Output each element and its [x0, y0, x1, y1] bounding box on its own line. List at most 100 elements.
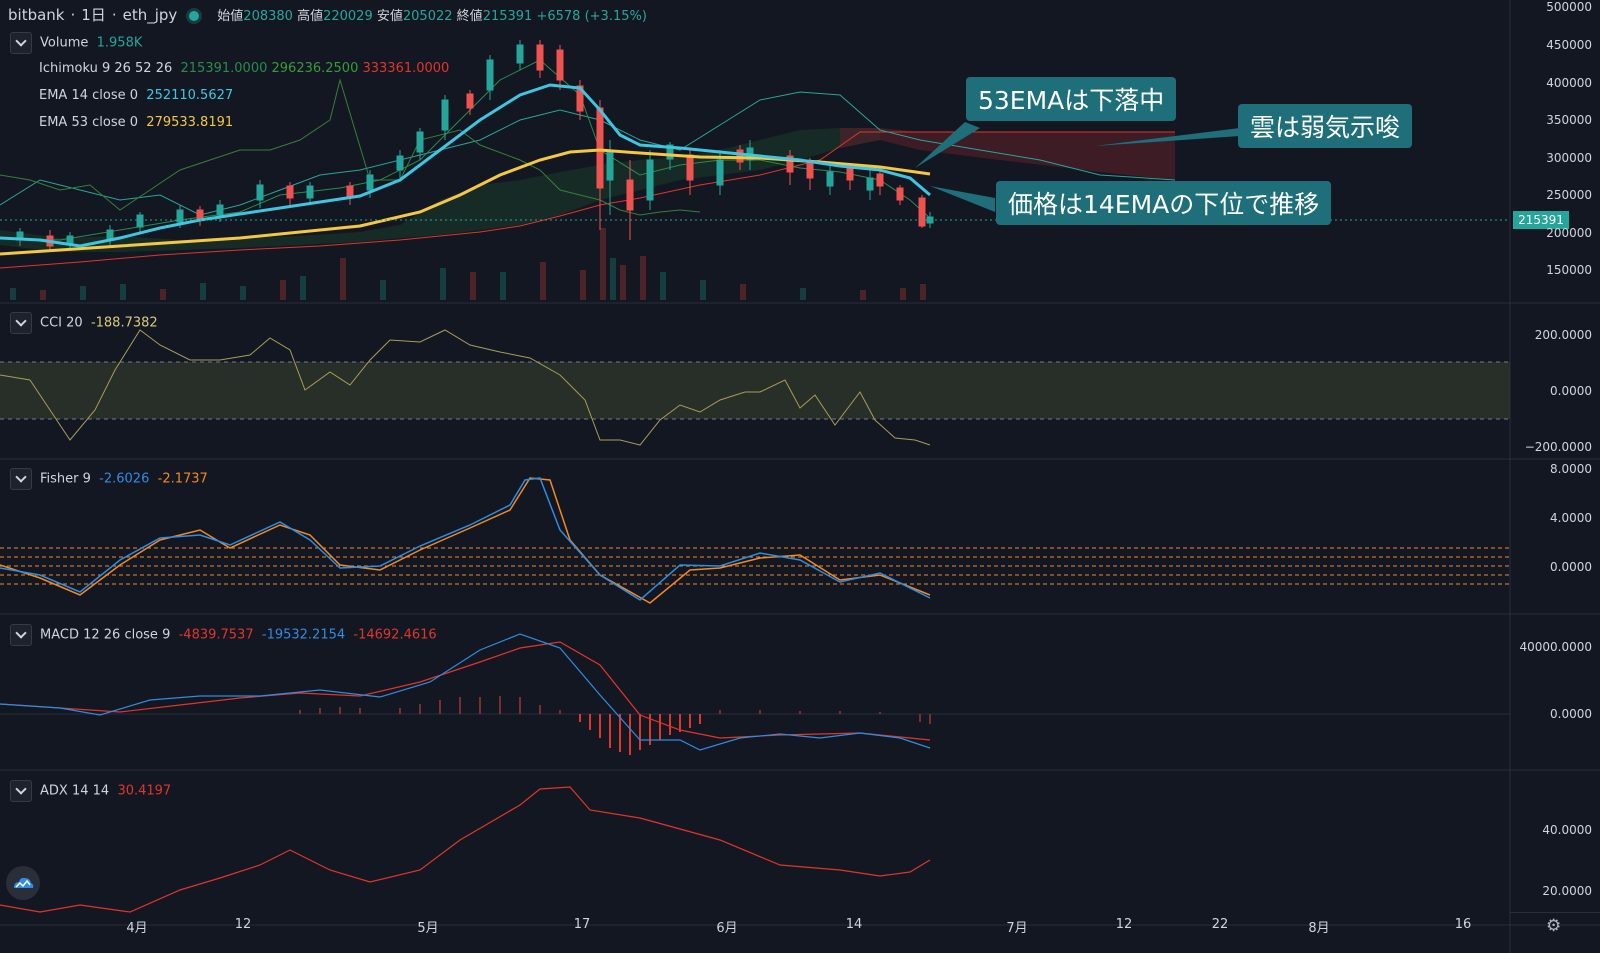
ema53-value: 279533.8191: [146, 115, 234, 130]
chevron-down-icon[interactable]: [10, 624, 32, 646]
price-axis-label: 450000: [1546, 38, 1592, 52]
high-label: 高値: [297, 9, 324, 24]
time-axis-label: 5月: [417, 921, 439, 936]
chevron-down-icon[interactable]: [10, 780, 32, 802]
open-value: 208380: [243, 9, 293, 24]
symbol-name: eth_jpy: [122, 6, 178, 24]
change-value: +6578 (+3.15%): [536, 9, 647, 24]
callout-cloud[interactable]: 雲は弱気示唆: [1238, 104, 1413, 148]
cci-axis-label: 200.0000: [1534, 328, 1592, 342]
cci-value: -188.7382: [90, 315, 158, 331]
ema14-value: 252110.5627: [146, 88, 234, 103]
close-label: 終値: [456, 9, 483, 24]
price-axis-label: 300000: [1546, 151, 1592, 165]
fisher-label: Fisher 9: [40, 471, 91, 487]
fisher-axis-label: 8.0000: [1550, 462, 1592, 476]
price-axis-label: 350000: [1546, 113, 1592, 127]
fisher-axis-label: 4.0000: [1550, 511, 1592, 525]
time-axis-label: 14: [845, 917, 863, 932]
chevron-down-icon[interactable]: [10, 312, 32, 334]
market-status-icon: [189, 10, 200, 21]
cci-axis-label: 0.0000: [1550, 384, 1592, 398]
callout-pointer-cloud: [1095, 128, 1240, 146]
fisher-line: [0, 477, 931, 601]
ema53-label: EMA 53 close 0: [39, 115, 139, 130]
time-axis-label: 17: [573, 917, 591, 932]
time-axis-label: 7月: [1006, 921, 1028, 936]
macd-line: [0, 633, 931, 751]
adx-line: [0, 786, 931, 913]
last-price-tag: 215391: [1513, 211, 1569, 229]
fisher-value-1: -2.6026: [99, 471, 150, 487]
macd-axis-label: 0.0000: [1550, 707, 1592, 721]
time-axis-label: 12: [1115, 917, 1133, 932]
chevron-down-icon[interactable]: [10, 32, 32, 54]
cci-label: CCI 20: [40, 315, 83, 331]
cci-band: [0, 362, 1510, 419]
price-axis-label: 250000: [1546, 188, 1592, 202]
callout-pointer-price: [930, 186, 995, 212]
adx-axis-label: 40.0000: [1542, 823, 1592, 837]
ichimoku-label: Ichimoku 9 26 52 26: [39, 61, 173, 76]
ema14-label: EMA 14 close 0: [39, 88, 139, 103]
legend-fisher[interactable]: Fisher 9 -2.6026 -2.1737: [10, 468, 208, 490]
callout-ema53[interactable]: 53EMAは下落中: [966, 77, 1177, 121]
volume-bars: [10, 228, 926, 300]
open-label: 始値: [217, 9, 244, 24]
legend-ichimoku[interactable]: Ichimoku 9 26 52 26 215391.0000 296236.2…: [39, 61, 449, 76]
price-axis-label: 200000: [1546, 226, 1592, 240]
chevron-down-icon[interactable]: [10, 468, 32, 490]
gear-icon[interactable]: ⚙: [1546, 916, 1562, 936]
ichimoku-value-1: 215391.0000: [180, 61, 268, 76]
adx-value: 30.4197: [117, 783, 172, 799]
time-axis-label: 8月: [1308, 921, 1330, 936]
exchange-name: bitbank: [8, 6, 65, 24]
legend-cci[interactable]: CCI 20 -188.7382: [10, 312, 158, 334]
high-value: 220029: [323, 9, 373, 24]
ema14-line: [0, 83, 931, 248]
macd-value-1: -4839.7537: [178, 627, 254, 643]
candlesticks: [16, 40, 934, 252]
macd-value-2: -19532.2154: [261, 627, 346, 643]
legend-ema53[interactable]: EMA 53 close 0 279533.8191: [39, 115, 233, 130]
cci-axis-label: −200.0000: [1524, 440, 1592, 454]
legend-macd[interactable]: MACD 12 26 close 9 -4839.7537 -19532.215…: [10, 624, 437, 646]
macd-signal-line: [0, 641, 931, 741]
time-axis-label: 12: [234, 917, 252, 932]
macd-histogram: [299, 696, 931, 755]
ichimoku-value-2: 296236.2500: [271, 61, 359, 76]
price-axis-label: 500000: [1546, 0, 1592, 14]
callout-pointer-ema53: [915, 122, 980, 168]
tradingview-cloud-logo-icon[interactable]: [6, 866, 40, 900]
fisher-value-2: -2.1737: [157, 471, 208, 487]
time-axis-label: 6月: [716, 921, 738, 936]
close-value: 215391: [482, 9, 533, 24]
time-axis-label: 4月: [126, 921, 148, 936]
fisher-trigger-line: [0, 477, 931, 604]
legend-adx[interactable]: ADX 14 14 30.4197: [10, 780, 171, 802]
price-axis-label: 150000: [1546, 263, 1592, 277]
adx-axis-label: 20.0000: [1542, 884, 1592, 898]
interval-label[interactable]: 1日: [81, 6, 106, 24]
time-axis-label: 16: [1454, 917, 1472, 932]
adx-label: ADX 14 14: [40, 783, 110, 799]
price-axis-label: 400000: [1546, 76, 1592, 90]
volume-value: 1.958K: [96, 35, 143, 51]
ema53-line: [0, 148, 931, 256]
fisher-axis-label: 0.0000: [1550, 560, 1592, 574]
time-axis-label: 22: [1211, 917, 1229, 932]
low-label: 安値: [376, 9, 403, 24]
volume-label: Volume: [40, 35, 89, 51]
macd-value-3: -14692.4616: [353, 627, 437, 643]
legend-ema14[interactable]: EMA 14 close 0 252110.5627: [39, 88, 233, 103]
macd-label: MACD 12 26 close 9: [40, 627, 171, 643]
legend-volume[interactable]: Volume 1.958K: [10, 32, 142, 54]
symbol-header: bitbank · 1日 · eth_jpy 始値208380 高値220029 安値20…: [8, 6, 647, 24]
ichimoku-value-3: 333361.0000: [362, 61, 450, 76]
macd-axis-label: 40000.0000: [1519, 640, 1592, 654]
low-value: 205022: [402, 9, 453, 24]
callout-price[interactable]: 価格は14EMAの下位で推移: [996, 181, 1332, 225]
ichimoku-cloud-bull: [0, 128, 880, 252]
ohlc-values: 始値208380 高値220029 安値205022 終値215391 +657…: [217, 9, 647, 24]
